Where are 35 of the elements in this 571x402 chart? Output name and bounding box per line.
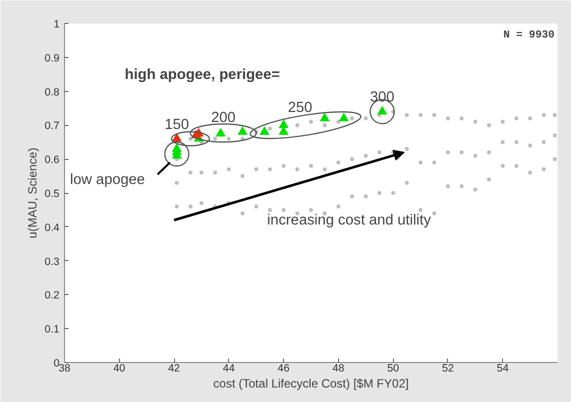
annotation: N = 9930 [503, 30, 555, 42]
y-tick-label: 1 [54, 18, 60, 30]
x-tick-label: 38 [58, 362, 70, 374]
annotation: low apogee [70, 172, 145, 188]
point [216, 128, 226, 137]
annotation: high apogee, perigee= [124, 66, 280, 83]
y-tick-label: 0.1 [44, 324, 60, 336]
x-tick-label: 54 [496, 362, 509, 374]
y-axis-title: u(MAU, Science) [26, 148, 40, 238]
x-tick-label: 46 [278, 362, 290, 374]
x-tick-label: 52 [442, 362, 454, 374]
x-tick-label: 48 [332, 362, 344, 374]
y-tick-label: 0.4 [44, 222, 60, 234]
point [320, 112, 330, 122]
x-axis-title: cost (Total Lifecycle Cost) [$M FY02] [213, 376, 409, 390]
annotation: increasing cost and utility [267, 212, 432, 229]
x-tick-label: 42 [168, 362, 180, 374]
point [238, 126, 248, 135]
point [259, 126, 270, 135]
y-tick-label: 0.8 [44, 86, 60, 98]
point [338, 112, 349, 122]
x-tick-label: 44 [222, 362, 235, 374]
y-tick-label: 0.6 [44, 154, 60, 166]
y-tick-label: 0.9 [44, 52, 60, 64]
y-tick-label: 0.2 [44, 290, 60, 302]
x-tick-label: 50 [387, 362, 400, 374]
y-tick-label: 0 [54, 358, 60, 370]
y-tick-label: 0.7 [44, 120, 60, 132]
y-tick-label: 0.5 [44, 188, 60, 200]
annotation: 250 [288, 100, 312, 116]
y-tick-label: 0.3 [44, 256, 60, 268]
annotation: 150 [164, 116, 190, 133]
x-tick-label: 40 [113, 362, 126, 374]
point [278, 119, 289, 128]
annotation: 200 [211, 110, 236, 126]
